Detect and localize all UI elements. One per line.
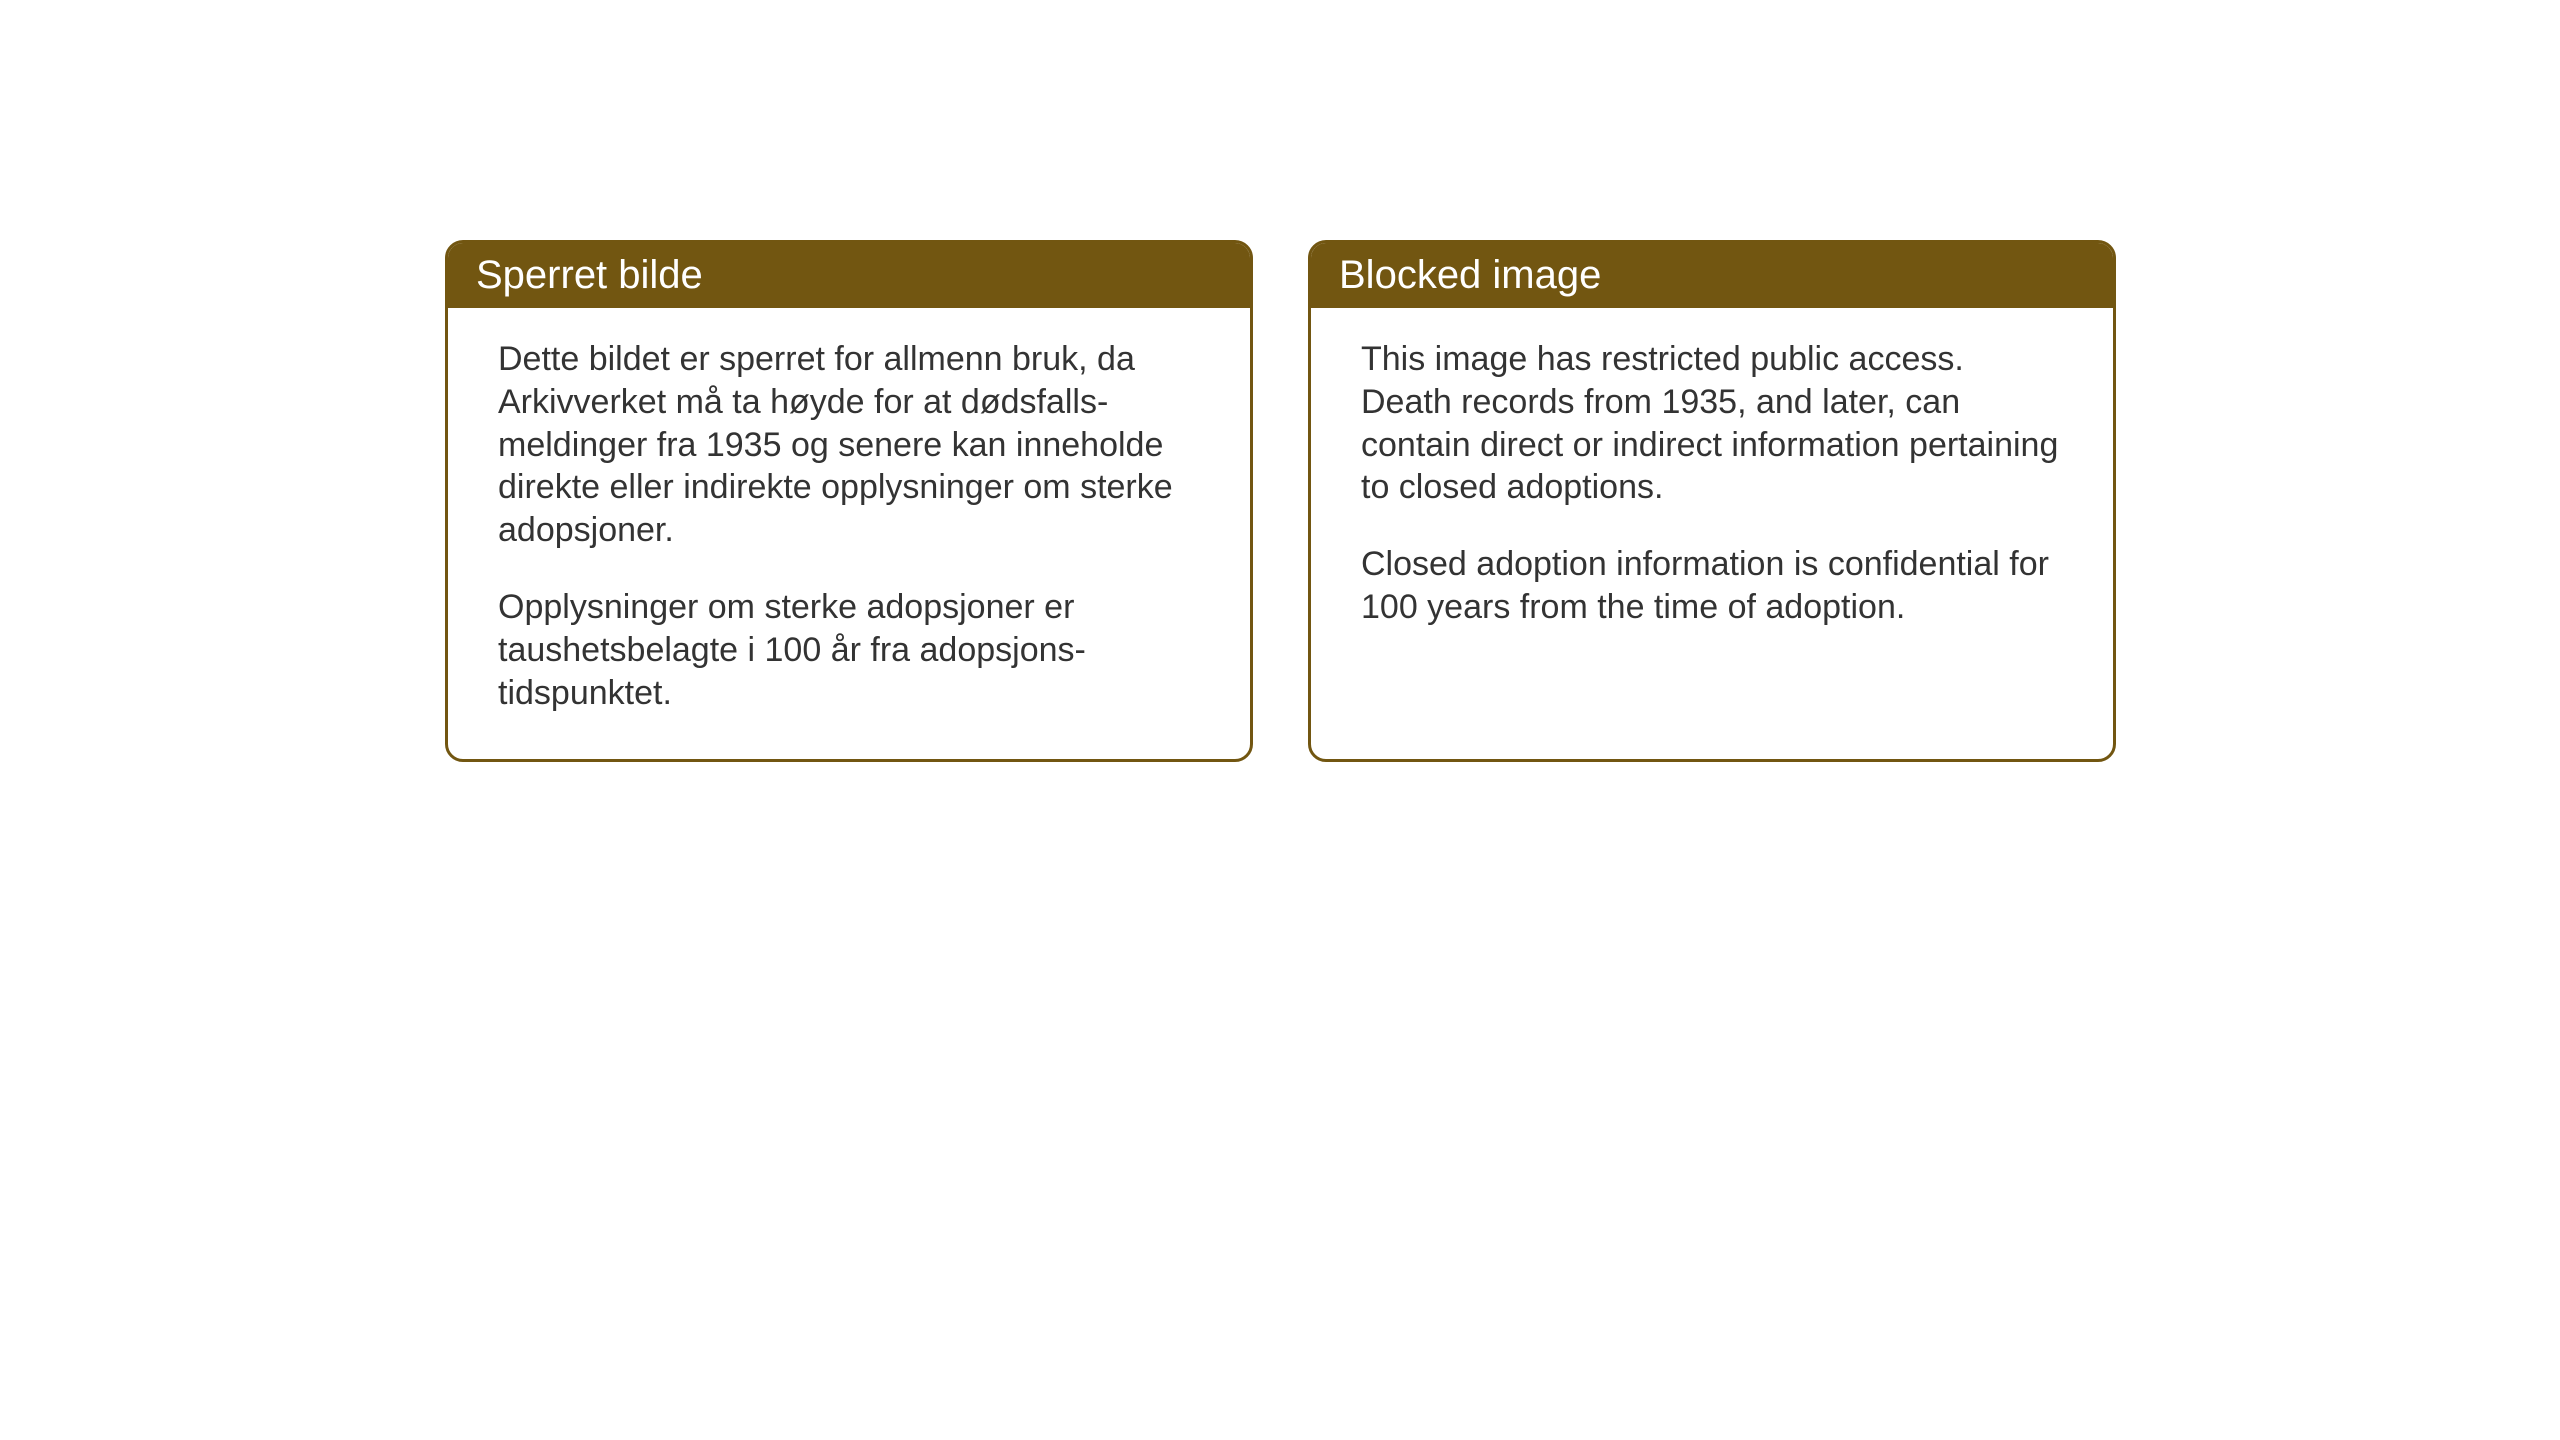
card-header-english: Blocked image [1311, 243, 2113, 308]
card-norwegian: Sperret bilde Dette bildet er sperret fo… [445, 240, 1253, 762]
card-paragraph: This image has restricted public access.… [1361, 338, 2063, 509]
card-paragraph: Closed adoption information is confident… [1361, 543, 2063, 629]
cards-container: Sperret bilde Dette bildet er sperret fo… [445, 240, 2116, 762]
card-english: Blocked image This image has restricted … [1308, 240, 2116, 762]
card-title: Sperret bilde [476, 253, 703, 297]
card-body-norwegian: Dette bildet er sperret for allmenn bruk… [448, 308, 1250, 759]
card-body-english: This image has restricted public access.… [1311, 308, 2113, 673]
card-title: Blocked image [1339, 253, 1601, 297]
card-paragraph: Opplysninger om sterke adopsjoner er tau… [498, 586, 1200, 714]
card-header-norwegian: Sperret bilde [448, 243, 1250, 308]
card-paragraph: Dette bildet er sperret for allmenn bruk… [498, 338, 1200, 552]
